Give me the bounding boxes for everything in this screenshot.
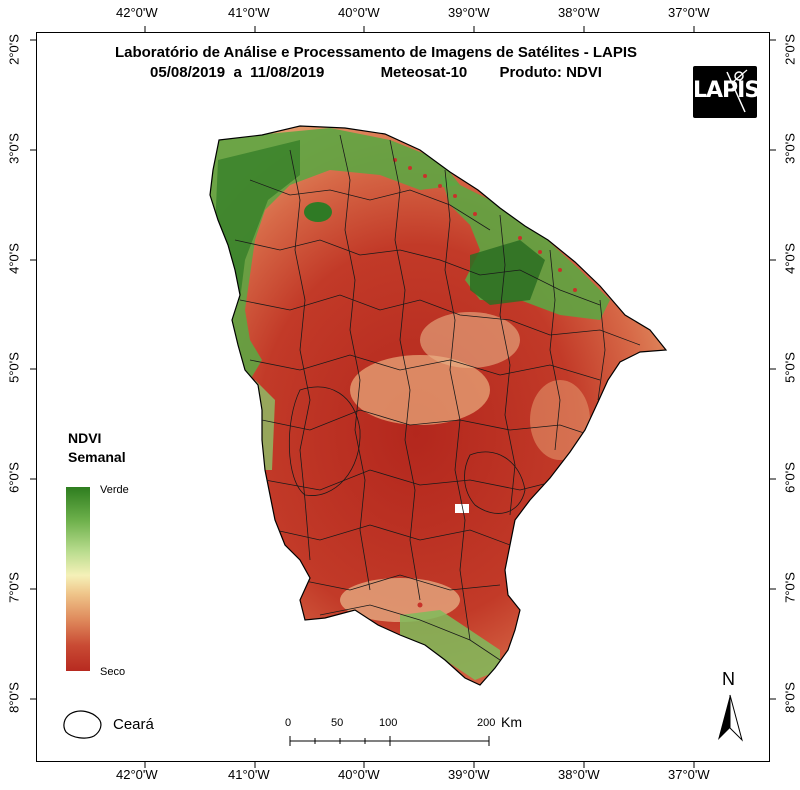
ndvi-green-dark (215, 140, 300, 300)
lon-label-bottom: 41°0'W (228, 767, 270, 782)
lapis-logo: LAPIS (693, 66, 760, 118)
lon-label-top: 39°0'W (448, 5, 490, 20)
logo-text: LAPIS (693, 78, 760, 103)
inset-label: Ceará (113, 716, 154, 733)
lon-label-top: 42°0'W (116, 5, 158, 20)
legend-low-label: Seco (100, 666, 126, 678)
scale-tick-label: 100 (379, 717, 398, 729)
raster-gap (455, 504, 469, 513)
product-name: Produto: NDVI (499, 64, 602, 81)
lon-label-top: 40°0'W (338, 5, 380, 20)
lon-label-bottom: 42°0'W (116, 767, 158, 782)
frame-ticks (30, 26, 776, 768)
lon-label-bottom: 38°0'W (558, 767, 600, 782)
ndvi-green-spot (304, 202, 332, 222)
satellite-logo-icon (726, 69, 748, 113)
scale-tick-label: 50 (331, 717, 344, 729)
coastal-dots (393, 158, 577, 608)
ndvi-patch (530, 380, 590, 460)
lon-label-top: 37°0'W (668, 5, 710, 20)
lon-label-bottom: 39°0'W (448, 767, 490, 782)
legend-high-label: Verde (100, 484, 129, 496)
legend-title-line1: NDVI (68, 430, 102, 446)
north-arrow-icon (718, 694, 743, 742)
lon-label-bottom: 37°0'W (668, 767, 710, 782)
scale-bar (289, 736, 490, 746)
scale-tick-label: 200 (477, 717, 496, 729)
map-title: Laboratório de Análise e Processamento d… (36, 44, 716, 61)
ndvi-green-dark (470, 240, 545, 305)
ndvi-patch (350, 355, 490, 425)
legend-title-line2: Semanal (68, 449, 126, 465)
scale-unit: Km (501, 714, 522, 730)
title-text: Laboratório de Análise e Processamento d… (114, 44, 638, 61)
municipal-boundaries (234, 134, 641, 661)
lon-label-top: 41°0'W (228, 5, 270, 20)
map-subtitle: 05/08/2019 a 11/08/2019 Meteosat-10 Prod… (36, 64, 716, 81)
ndvi-raster (210, 126, 666, 685)
lon-label-bottom: 40°0'W (338, 767, 380, 782)
ndvi-patch (420, 312, 520, 368)
date-range: 05/08/2019 a 11/08/2019 (150, 64, 325, 81)
ceara-inset-shape (63, 710, 102, 739)
scale-tick-label: 0 (285, 717, 292, 729)
lon-label-top: 38°0'W (558, 5, 600, 20)
ndvi-color-ramp (66, 487, 90, 671)
satellite-name: Meteosat-10 (380, 64, 468, 81)
ndvi-green-south (400, 610, 500, 680)
north-label: N (722, 669, 735, 689)
